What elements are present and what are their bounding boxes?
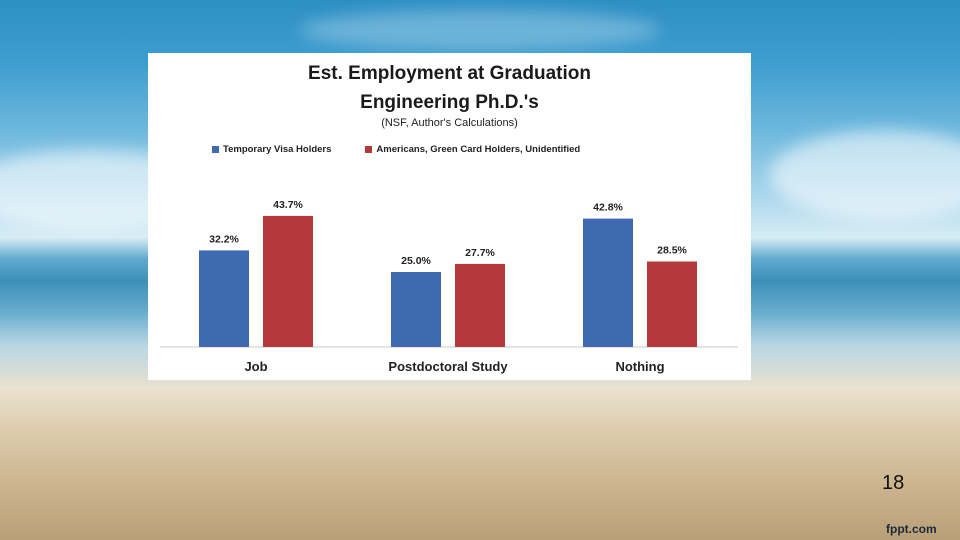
footer-brand: fppt.com (886, 522, 937, 536)
data-label-2-job: 43.7% (273, 199, 303, 211)
category-label-postdoctoral-study: Postdoctoral Study (388, 359, 508, 374)
chart-legend: Temporary Visa Holders Americans, Green … (212, 144, 580, 155)
bar-2-nothing (647, 261, 697, 347)
bar-2-postdoctoral-study (455, 263, 505, 347)
bar-1-nothing (583, 218, 633, 347)
data-label-2-nothing: 28.5% (657, 245, 687, 257)
category-label-nothing: Nothing (615, 359, 664, 374)
cloud-right (770, 130, 960, 220)
bar-chart: 32.2% 43.7% Job 25.0% 27.7% Postdoctoral Stud… (160, 199, 738, 374)
bar-2-job (263, 215, 313, 347)
legend-item-series2: Americans, Green Card Holders, Unidentif… (365, 144, 580, 155)
chart-panel: Est. Employment at Graduation Engineerin… (148, 53, 751, 380)
data-label-1-nothing: 42.8% (593, 202, 623, 214)
chart-title: Est. Employment at Graduation (308, 63, 591, 84)
bar-1-postdoctoral-study (391, 272, 441, 347)
data-label-1-postdoctoral-study: 25.0% (401, 255, 431, 267)
data-label-1-job: 32.2% (209, 233, 239, 245)
legend-label-series1: Temporary Visa Holders (223, 144, 332, 155)
category-label-job: Job (244, 359, 267, 374)
page-number: 18 (882, 472, 905, 494)
chart-title-line2: Engineering Ph.D.'s (360, 92, 539, 113)
legend-swatch-series1 (212, 146, 219, 153)
data-label-2-postdoctoral-study: 27.7% (465, 247, 495, 259)
legend-label-series2: Americans, Green Card Holders, Unidentif… (376, 144, 581, 155)
bar-1-job (199, 250, 249, 347)
chart-subtitle: (NSF, Author's Calculations) (381, 117, 518, 129)
cloud-top (300, 10, 660, 50)
legend-item-series1: Temporary Visa Holders (212, 144, 331, 155)
legend-swatch-series2 (365, 146, 373, 153)
